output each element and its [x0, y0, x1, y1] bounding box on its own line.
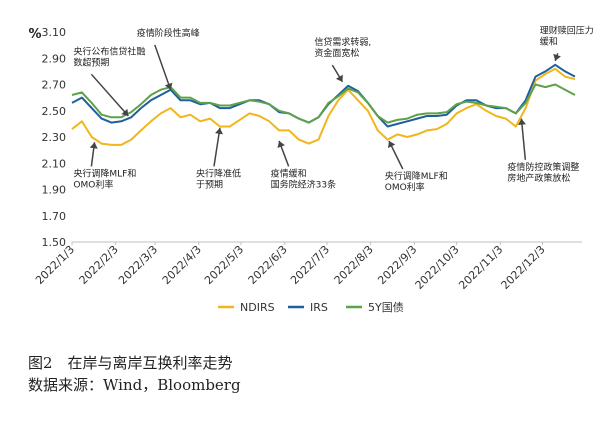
x-tick-label: 2022/11/3: [456, 243, 505, 292]
y-tick-label: 2.10: [42, 157, 67, 170]
annotation-arrow: [520, 118, 527, 160]
annotation-text: 于预期: [196, 179, 223, 190]
y-tick-label: 1.70: [42, 210, 67, 223]
annotation-text: 疫情阶段性高峰: [137, 27, 200, 39]
annotation-arrowhead: [518, 118, 526, 125]
annotation-arrowhead: [121, 108, 129, 116]
annotation-text: OMO利率: [385, 181, 425, 193]
annotation-text: 资金面宽松: [314, 47, 359, 59]
annotation-text: 央行调降MLF和: [73, 167, 136, 179]
x-tick-label: 2022/9/3: [375, 243, 419, 287]
x-tick-label: 2022/5/3: [202, 243, 246, 287]
figure-title: 图2 在岸与离岸互换利率走势: [28, 354, 233, 372]
legend: NDIRS IRS 5Y国债: [218, 300, 404, 314]
x-tick-label: 2022/6/3: [246, 243, 290, 287]
y-tick-label: 2.30: [42, 131, 67, 144]
annotation-arrowhead: [215, 127, 223, 135]
x-tick-label: 2022/12/3: [499, 243, 548, 292]
y-tick-label: 3.10: [42, 26, 67, 39]
annotation-text: 央行降准低: [196, 167, 241, 179]
series-line-3: [71, 83, 576, 124]
legend-label: NDIRS: [240, 301, 275, 314]
annotation-text: OMO利率: [73, 178, 113, 190]
annotation-text: 国务院经济33条: [271, 178, 336, 190]
x-tick-label: 2022/7/3: [288, 243, 332, 287]
annotation-text: 信贷需求转弱,: [314, 36, 371, 48]
annotation-arrow: [213, 127, 221, 167]
y-axis-ticks: 3.10 2.90 2.70 2.50 2.30 2.10 1.90 1.70 1.50: [42, 26, 67, 249]
annotation-text: 疫情缓和: [271, 167, 307, 179]
x-tick-label: 2022/8/3: [332, 243, 376, 287]
caption: 图2 在岸与离岸互换利率走势 数据来源：Wind，Bloomberg: [28, 352, 588, 396]
y-tick-label: 2.90: [42, 52, 67, 65]
x-tick-label: 2022/3/3: [116, 243, 160, 287]
x-tick-label: 2022/1/3: [33, 243, 77, 287]
annotation-text: 数超预期: [73, 56, 109, 68]
y-tick-label: 2.70: [42, 79, 67, 92]
annotation-arrowhead: [388, 140, 396, 149]
annotation-text: 房地产政策放松: [507, 172, 570, 184]
y-axis-label: %: [28, 27, 41, 42]
annotation-arrowhead: [89, 142, 98, 149]
figure-source: 数据来源：Wind，Bloomberg: [28, 376, 241, 394]
annotation-text: 理财赎回压力: [540, 24, 594, 36]
series-line-1: [71, 67, 576, 146]
annotation-arrowhead: [553, 53, 561, 61]
legend-label: IRS: [310, 301, 328, 314]
annotation-text: 央行公布信贷社融: [73, 45, 145, 57]
annotation-text: 央行调降MLF和: [385, 170, 448, 182]
y-tick-label: 2.50: [42, 105, 67, 118]
annotation-arrowhead: [335, 74, 343, 82]
chart: % 3.10 2.90 2.70 2.50 2.30 2.10 1.90 1.70 1.50 2…: [28, 24, 593, 314]
y-tick-label: 1.50: [42, 236, 67, 249]
x-tick-label: 2022/10/3: [413, 243, 462, 292]
series-lines: [71, 63, 576, 146]
annotation-text: 缓和: [540, 35, 558, 47]
annotation-arrowhead: [277, 140, 285, 148]
x-tick-label: 2022/2/3: [77, 243, 121, 287]
y-tick-label: 1.90: [42, 184, 67, 197]
x-tick-label: 2022/4/3: [160, 243, 204, 287]
annotation-arrow: [154, 44, 172, 90]
legend-label: 5Y国债: [368, 300, 404, 314]
annotation-arrow: [90, 73, 129, 117]
annotation-arrowhead: [164, 82, 173, 90]
annotation-text: 疫情防控政策调整: [507, 161, 579, 173]
